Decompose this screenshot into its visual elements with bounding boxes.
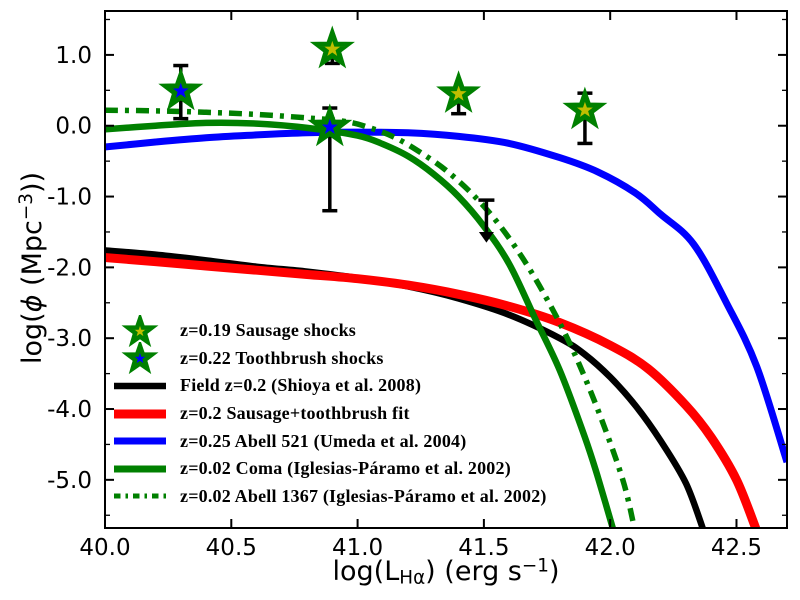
blue-line-swatch-icon bbox=[112, 425, 168, 457]
star-marker bbox=[309, 25, 355, 69]
plot-frame bbox=[104, 10, 788, 529]
x-tick-label: 42.0 bbox=[585, 535, 636, 561]
y-tick-label: 0.0 bbox=[55, 114, 92, 140]
legend-item-fit: z=0.2 Sausage+toothbrush fit bbox=[112, 400, 547, 428]
y-axis-label: log(ϕ (Mpc−3)) bbox=[16, 171, 48, 365]
x-tick-label: 41.0 bbox=[332, 535, 383, 561]
y-tick-label: -1.0 bbox=[47, 185, 92, 211]
legend-item-coma: z=0.02 Coma (Iglesias-Páramo et al. 2002… bbox=[112, 455, 547, 483]
star-marker bbox=[436, 70, 482, 113]
x-tick-label: 40.0 bbox=[79, 535, 130, 561]
sausage-star-icon bbox=[112, 314, 168, 347]
red-line-swatch-icon bbox=[112, 398, 168, 430]
x-tick-label: 40.5 bbox=[206, 535, 257, 561]
ticks bbox=[104, 11, 787, 528]
x-tick-label: 41.5 bbox=[458, 535, 509, 561]
curve-0 bbox=[106, 247, 706, 527]
legend-item-toothbrush-shocks: z=0.22 Toothbrush shocks bbox=[112, 342, 547, 375]
curve-3 bbox=[106, 119, 616, 527]
tick-labels: 40.0 40.5 41.0 41.5 42.0 42.5 1.0 0.0 -1.0 -2.0 -3… bbox=[47, 43, 762, 561]
star-marker bbox=[158, 67, 204, 111]
legend-label: z=0.02 Abell 1367 (Iglesias-Páramo et al… bbox=[180, 485, 547, 506]
legend-label: z=0.19 Sausage shocks bbox=[180, 320, 356, 341]
legend-item-field: Field z=0.2 (Shioya et al. 2008) bbox=[112, 372, 547, 400]
legend-label: Field z=0.2 (Shioya et al. 2008) bbox=[180, 375, 422, 396]
y-tick-label: -5.0 bbox=[47, 468, 92, 494]
upper-limit-arrow bbox=[478, 198, 495, 243]
x-axis-label: log(LHα) (erg s−1) bbox=[332, 555, 560, 589]
curve-2 bbox=[106, 128, 786, 464]
legend-label: z=0.02 Coma (Iglesias-Páramo et al. 2002… bbox=[180, 458, 511, 479]
star-marker bbox=[562, 86, 608, 130]
y-tick-label: 1.0 bbox=[55, 43, 92, 69]
green-dashdot-swatch-icon bbox=[112, 480, 168, 512]
legend: z=0.19 Sausage shocks z=0.22 Toothbrush … bbox=[112, 314, 547, 511]
legend-item-sausage-shocks: z=0.19 Sausage shocks bbox=[112, 314, 547, 347]
toothbrush-star-icon bbox=[112, 342, 168, 375]
star-markers bbox=[158, 25, 608, 147]
x-tick-label: 42.5 bbox=[711, 535, 762, 561]
curves bbox=[106, 107, 786, 527]
curve-4 bbox=[106, 107, 637, 527]
y-tick-label: -2.0 bbox=[47, 255, 92, 281]
black-line-swatch-icon bbox=[112, 370, 168, 402]
legend-label: z=0.22 Toothbrush shocks bbox=[180, 347, 384, 368]
green-line-swatch-icon bbox=[112, 453, 168, 485]
star-marker bbox=[307, 103, 353, 147]
legend-item-abell1367: z=0.02 Abell 1367 (Iglesias-Páramo et al… bbox=[112, 483, 547, 511]
legend-item-abell521: z=0.25 Abell 521 (Umeda et al. 2004) bbox=[112, 427, 547, 455]
legend-label: z=0.25 Abell 521 (Umeda et al. 2004) bbox=[180, 430, 467, 451]
y-tick-label: -3.0 bbox=[47, 326, 92, 352]
legend-label: z=0.2 Sausage+toothbrush fit bbox=[180, 403, 410, 424]
y-tick-label: -4.0 bbox=[47, 397, 92, 423]
curve-1 bbox=[106, 253, 761, 527]
